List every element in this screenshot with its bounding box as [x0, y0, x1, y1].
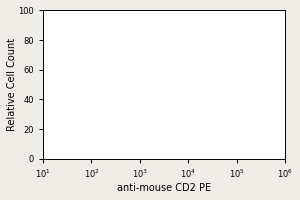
Y-axis label: Relative Cell Count: Relative Cell Count — [7, 38, 17, 131]
X-axis label: anti-mouse CD2 PE: anti-mouse CD2 PE — [117, 183, 211, 193]
